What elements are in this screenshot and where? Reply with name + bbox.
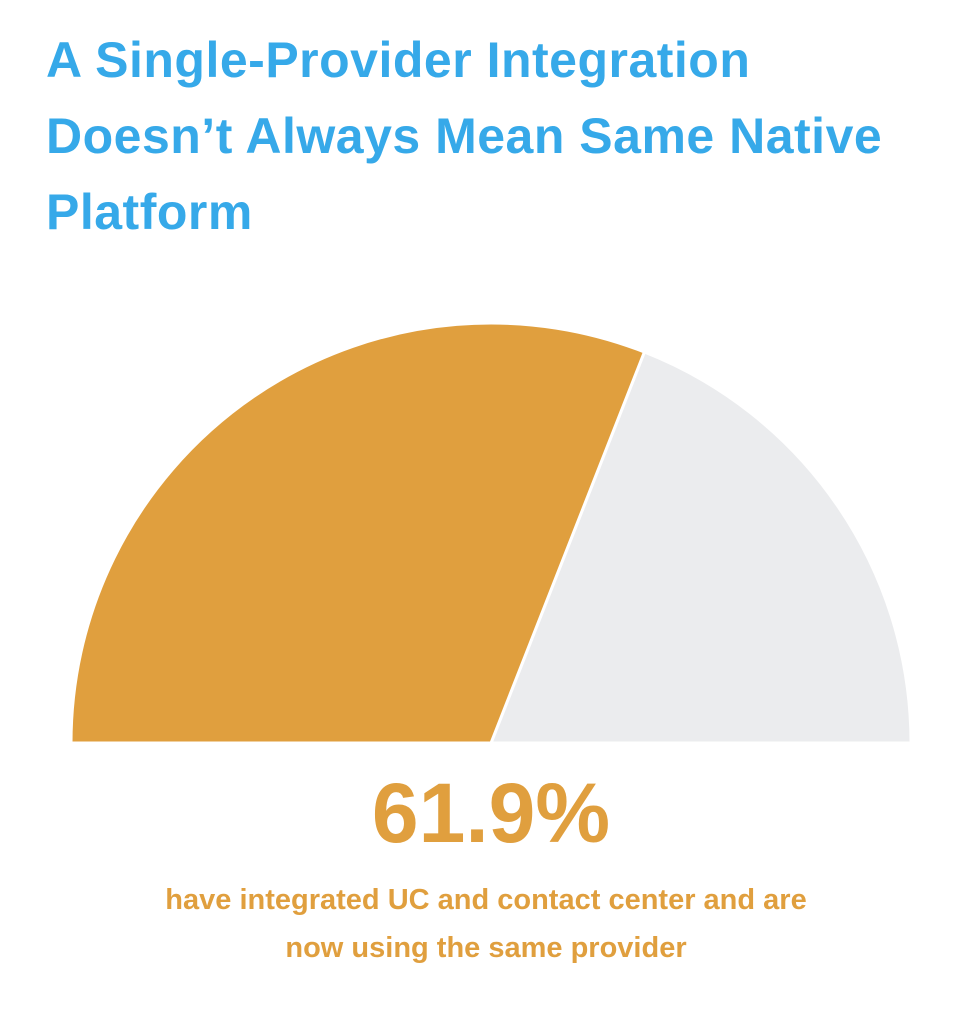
gauge-value bbox=[69, 321, 647, 745]
value-label: 61.9% bbox=[372, 766, 610, 860]
chart-title: A Single-Provider Integration Doesn’t Al… bbox=[46, 32, 883, 240]
gauge-track bbox=[488, 350, 913, 745]
caption: have integrated UC and contact center an… bbox=[165, 884, 807, 964]
